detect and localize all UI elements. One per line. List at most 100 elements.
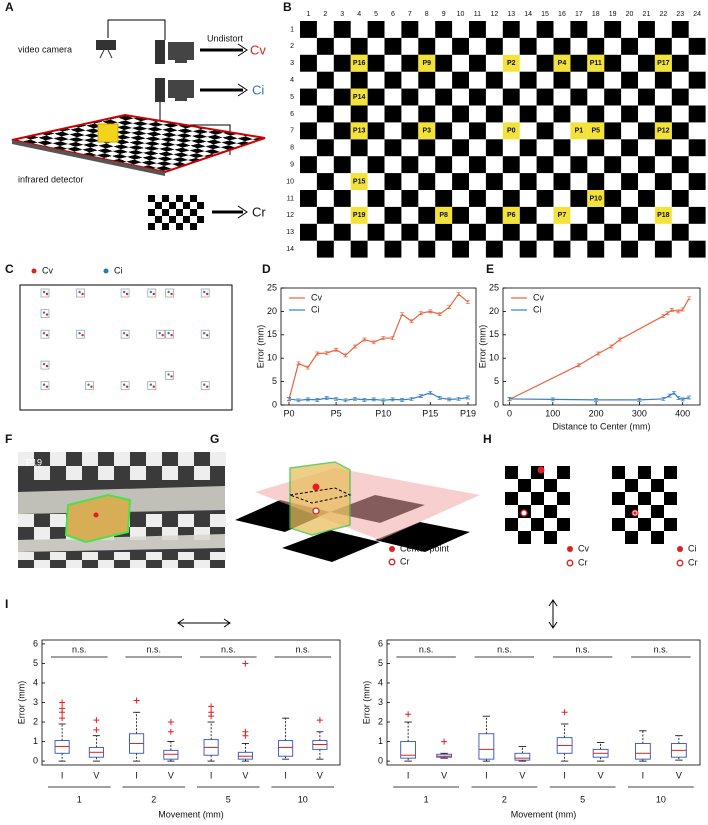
- legend-dot: [567, 546, 573, 552]
- panel-b: 1 2 3 4 5 6 7 8 9 10 11 12 13 14 15 16 17 18 19 20 21 22 23 241…: [286, 11, 706, 258]
- point-marker: [637, 398, 642, 402]
- monitor-stand: [175, 98, 187, 101]
- y-axis-label: Error (mm): [361, 681, 371, 725]
- target-label: P13: [353, 128, 366, 135]
- target-box: [147, 381, 157, 391]
- point-marker: [400, 312, 405, 317]
- monitor-stand: [175, 60, 187, 63]
- marks: [40, 288, 210, 391]
- x-tick-label: P10: [375, 408, 391, 418]
- cell: [169, 202, 176, 209]
- y-tick-label: 5: [272, 376, 277, 386]
- target-box: [40, 288, 50, 298]
- panel-label: B: [283, 0, 292, 14]
- target-box: [165, 371, 174, 380]
- ci-dot: [42, 290, 46, 294]
- ci-dot: [203, 383, 206, 386]
- column-label: 6: [391, 11, 395, 18]
- cell: [519, 139, 537, 157]
- small-board-cells: [148, 195, 204, 230]
- cell: [148, 223, 155, 230]
- legend-dot: [388, 558, 396, 566]
- cell: [146, 514, 162, 527]
- ci-dot: [87, 383, 90, 386]
- cell: [485, 240, 503, 258]
- column-label: 5: [374, 11, 378, 18]
- row-label: 5: [290, 94, 294, 101]
- cell: [333, 21, 351, 38]
- column-label: 3: [340, 11, 344, 18]
- legend-label: Cv: [311, 292, 322, 302]
- cell: [531, 518, 544, 531]
- group-label: 5: [580, 794, 585, 804]
- box: [514, 752, 531, 761]
- box: [478, 733, 495, 760]
- cell: [671, 223, 689, 241]
- cell: [671, 122, 689, 140]
- ci-dot: [167, 373, 170, 376]
- point-marker: [305, 365, 310, 370]
- legend-label: Cr: [578, 557, 588, 567]
- cell: [333, 122, 351, 140]
- point-marker: [418, 394, 423, 398]
- cell: [638, 466, 651, 479]
- y-tick-label: 15: [489, 329, 499, 339]
- point-marker: [661, 397, 666, 401]
- cell: [300, 223, 317, 241]
- target-box: [76, 329, 85, 339]
- column-label: 8: [425, 11, 429, 18]
- cell: [82, 452, 98, 466]
- cell: [638, 223, 655, 241]
- point-marker: [507, 397, 512, 401]
- target-box: [200, 329, 210, 339]
- y-tick-label: 10: [267, 353, 277, 363]
- cell: [587, 139, 605, 157]
- cell: [671, 190, 689, 207]
- cell: [401, 223, 419, 241]
- cv-dot: [125, 292, 129, 296]
- cell: [435, 190, 453, 207]
- target-box: [147, 288, 157, 298]
- column-label: 10: [457, 11, 465, 18]
- y-tick-label: 4: [33, 677, 38, 687]
- cell: [604, 190, 622, 207]
- cell: [519, 37, 537, 55]
- cell: [621, 37, 638, 55]
- outlier: [93, 717, 100, 724]
- cell: [178, 514, 194, 527]
- ci-dot: [167, 290, 170, 294]
- cell: [485, 105, 503, 123]
- cell: [570, 156, 588, 174]
- point-marker: [466, 300, 470, 304]
- cell: [505, 518, 518, 531]
- frame: [19, 284, 233, 411]
- annotation: n.s.: [72, 644, 87, 654]
- outlier: [316, 717, 323, 724]
- cv-dot: [537, 466, 545, 474]
- cell: [350, 71, 368, 89]
- cell: [544, 531, 557, 544]
- outlier: [59, 705, 66, 712]
- cell: [316, 240, 334, 258]
- target-label: P18: [657, 212, 670, 219]
- x-axis-label: Movement (mm): [158, 809, 224, 819]
- y-tick-label: 2: [33, 716, 38, 726]
- y-axis-label: Error (mm): [255, 325, 265, 369]
- column-label: 18: [592, 11, 600, 18]
- cv-dot: [45, 313, 49, 316]
- cell: [300, 21, 317, 38]
- target-label: P19: [353, 212, 366, 219]
- cv-dot: [170, 292, 173, 296]
- x-axis-label: Distance to Center (mm): [552, 421, 650, 431]
- cell: [178, 552, 194, 560]
- cell: [333, 223, 351, 241]
- legend-label: Ci: [533, 304, 542, 314]
- cell: [418, 37, 436, 55]
- tile: [375, 522, 470, 552]
- panel-label: A: [5, 0, 14, 14]
- cell: [485, 173, 503, 190]
- point-marker: [381, 398, 386, 403]
- x-tick-label: V: [519, 770, 525, 780]
- annotation: n.s.: [221, 644, 236, 654]
- cell: [518, 479, 531, 492]
